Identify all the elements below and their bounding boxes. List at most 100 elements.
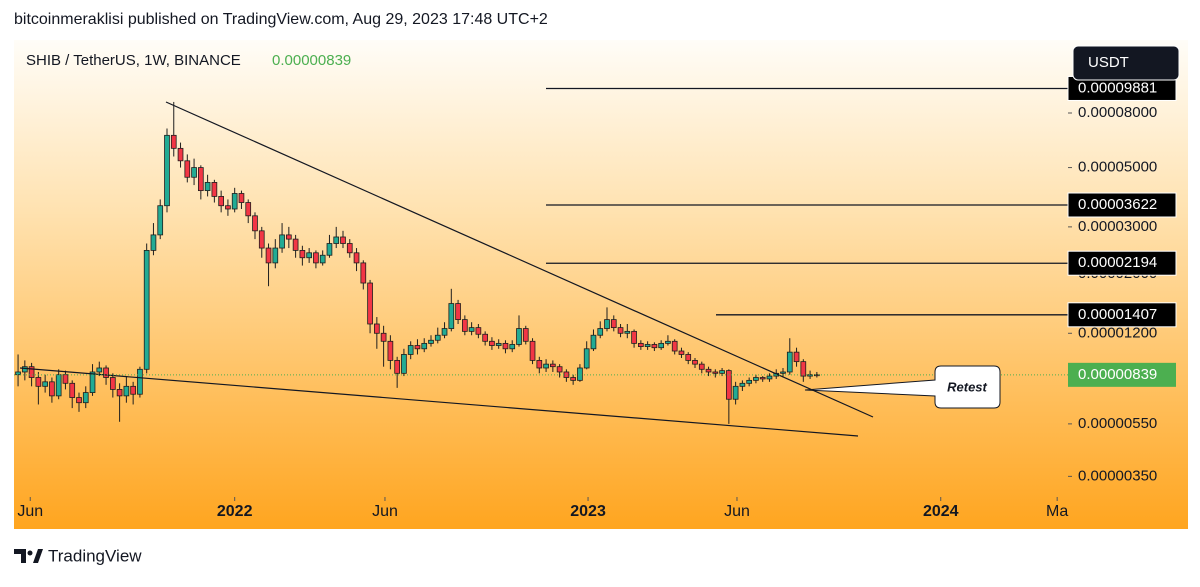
candle-body	[272, 247, 279, 264]
byline: bitcoinmeraklisi published on TradingVie…	[14, 11, 548, 28]
level-label-box	[1067, 250, 1177, 276]
candle-body	[96, 367, 103, 373]
candle-body	[407, 345, 414, 355]
candle-body	[15, 371, 21, 376]
candle-body	[468, 327, 475, 332]
candle-body	[814, 374, 820, 377]
candle-body	[62, 374, 69, 384]
candle-body	[556, 366, 563, 373]
candle-body	[522, 328, 529, 342]
candle-body	[732, 385, 739, 400]
candle-body	[502, 342, 509, 350]
candle-body	[631, 330, 637, 344]
candle-body	[651, 344, 658, 349]
candle-body	[475, 327, 482, 335]
candle-body	[462, 319, 468, 332]
candle-body	[394, 360, 400, 374]
candle-body	[529, 340, 536, 361]
candle-body	[577, 367, 583, 381]
y-tick-label: 0.00005000	[1078, 159, 1157, 176]
candle-body	[536, 360, 543, 369]
candle-body	[746, 379, 752, 384]
candle-body	[543, 363, 549, 369]
candle-body	[671, 340, 678, 352]
x-tick-label: Jun	[17, 503, 43, 520]
candle-body	[692, 360, 698, 365]
candle-body	[116, 389, 123, 397]
candle-body	[800, 361, 807, 377]
candle-body	[455, 303, 461, 321]
level-label: 0.00009881	[1078, 79, 1157, 96]
candle-body	[495, 342, 502, 346]
candle-body	[658, 342, 664, 349]
candle-body	[583, 348, 590, 369]
overlay: 0.00009881 0.00003622 0.00002194 0.00001407…	[14, 75, 1177, 387]
y-tick-label: 0.00000350	[1078, 467, 1157, 484]
level-label: 0.00002194	[1078, 254, 1157, 271]
candle-body	[346, 243, 353, 254]
x-tick-label: Jun	[724, 503, 750, 520]
candle-body	[780, 371, 786, 374]
candle-body	[516, 328, 522, 345]
x-tick-label: 2023	[570, 503, 606, 520]
candle-body	[191, 167, 197, 178]
candle-body	[238, 193, 245, 203]
candle-body	[245, 202, 252, 217]
x-tick-label: Ma	[1046, 503, 1068, 520]
candle-body	[197, 167, 204, 192]
candle-body	[89, 371, 96, 394]
candle-body	[28, 366, 35, 378]
last-price-box	[1068, 362, 1176, 387]
candle-body	[292, 238, 299, 251]
candle-body	[353, 252, 360, 264]
candle-body	[590, 334, 597, 350]
candle-body	[177, 147, 184, 162]
level-label: 0.00003622	[1078, 196, 1157, 213]
candle-body	[712, 371, 719, 374]
candle-body	[638, 342, 644, 347]
candle-body	[103, 367, 109, 378]
brand: TradingView	[48, 546, 142, 565]
candle-body	[123, 385, 130, 397]
currency-button[interactable]	[1072, 45, 1180, 81]
candle-body	[786, 351, 793, 373]
candle-body	[258, 230, 265, 249]
trend-line	[19, 367, 859, 437]
candle-body	[380, 332, 387, 342]
level-label-box	[1067, 302, 1177, 328]
symbol-title: SHIB / TetherUS, 1W, BINANCE	[26, 52, 241, 69]
candle-body	[793, 351, 800, 363]
candle-body	[211, 182, 218, 197]
y-tick-label: 0.00000550	[1078, 415, 1157, 432]
candle-body	[265, 247, 272, 264]
candle-body	[76, 397, 82, 404]
candle-body	[685, 354, 692, 361]
candle-body	[434, 334, 441, 341]
candle-body	[489, 340, 495, 346]
candle-body	[164, 134, 170, 207]
callout-text: Retest	[947, 379, 987, 394]
candle-body	[286, 234, 292, 240]
callout-box	[804, 365, 1001, 409]
y-tick-label: 0.00001200	[1078, 324, 1157, 341]
candle-body	[204, 182, 211, 192]
candle-body	[678, 350, 685, 355]
candle-body	[726, 370, 732, 400]
candle-body	[698, 363, 705, 370]
candle-body	[414, 345, 421, 350]
candle-body	[719, 370, 725, 374]
level-label: 0.00001407	[1078, 306, 1157, 323]
candle-body	[306, 252, 312, 259]
candle-body	[252, 215, 258, 232]
candle-body	[766, 375, 773, 380]
candle-body	[374, 323, 380, 334]
candle-body	[448, 303, 455, 329]
candle-body	[360, 262, 367, 284]
candle-body	[184, 160, 191, 178]
candle-body	[665, 340, 671, 344]
candle-body	[617, 327, 624, 334]
candle-body	[739, 382, 746, 387]
candle-body	[21, 366, 28, 373]
candle-body	[509, 344, 516, 350]
